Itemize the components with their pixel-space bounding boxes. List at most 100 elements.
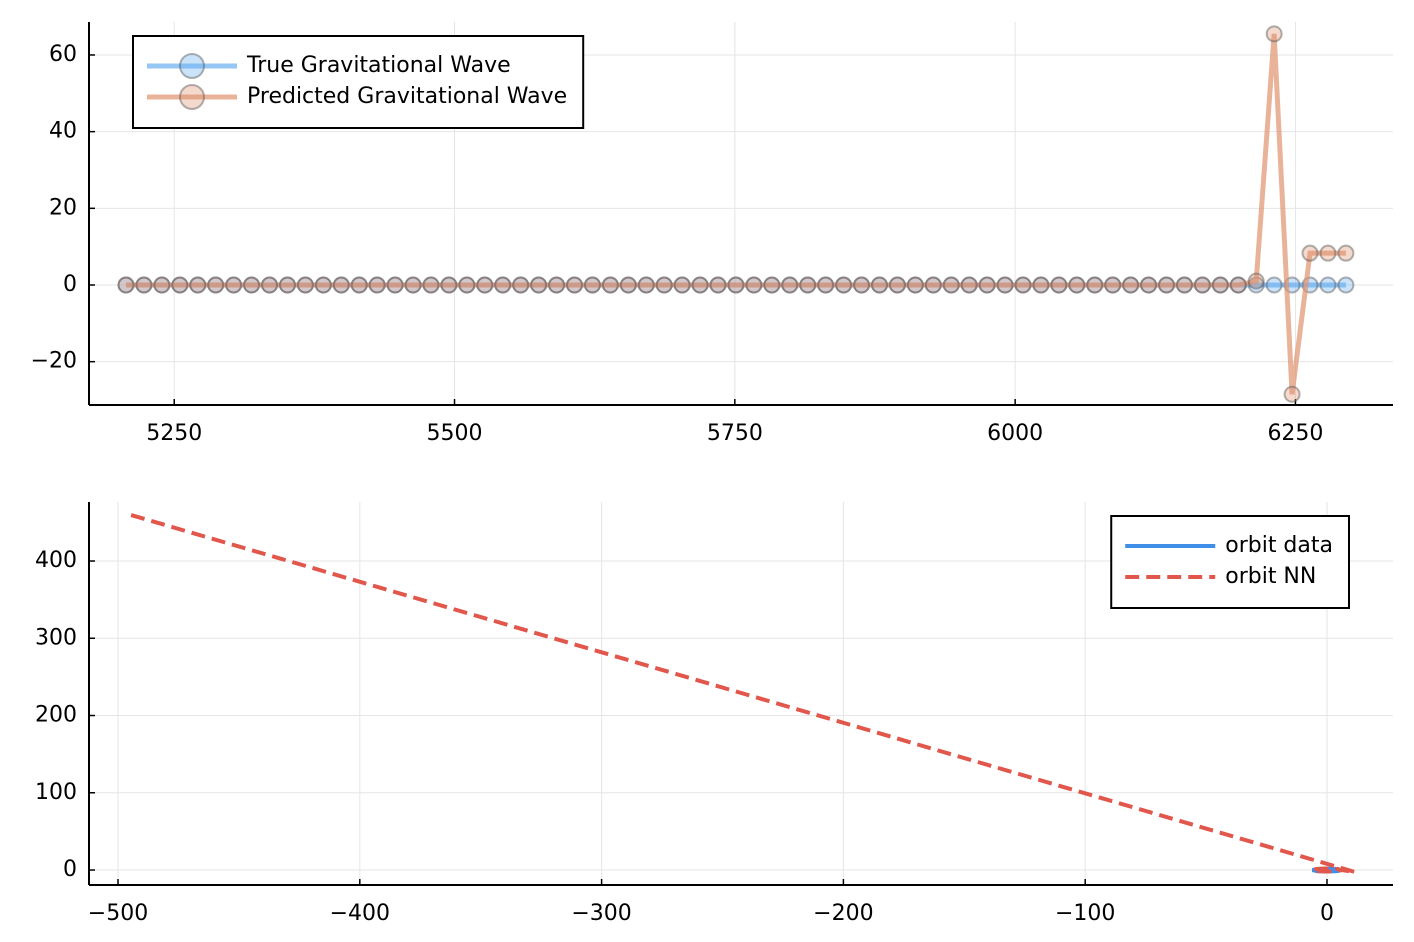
legend-label: orbit NN (1225, 564, 1316, 589)
legend-label: Predicted Gravitational Wave (247, 84, 567, 109)
data-point (799, 276, 817, 294)
data-point (996, 276, 1014, 294)
data-point (601, 276, 619, 294)
series-line (126, 33, 1346, 395)
data-point (1247, 272, 1265, 290)
data-point (1122, 276, 1140, 294)
data-point (422, 276, 440, 294)
data-point (332, 276, 350, 294)
x-tick-label: 5500 (427, 421, 483, 446)
data-point (978, 276, 996, 294)
data-point (1086, 276, 1104, 294)
data-point (243, 276, 261, 294)
data-point (1068, 276, 1086, 294)
data-point (817, 276, 835, 294)
legend: True Gravitational Wave Predicted Gravita… (132, 35, 585, 129)
x-tick-label: 6250 (1267, 421, 1323, 446)
data-point (691, 276, 709, 294)
data-point (368, 276, 386, 294)
y-tick-label: 200 (35, 703, 77, 728)
data-point (530, 276, 548, 294)
x-tick-label: −100 (1055, 901, 1115, 926)
data-point (512, 276, 530, 294)
y-tick-label: 400 (35, 548, 77, 573)
data-point (171, 276, 189, 294)
data-point (548, 276, 566, 294)
legend-label: True Gravitational Wave (246, 53, 511, 78)
data-point (1283, 385, 1301, 403)
data-point (296, 276, 314, 294)
data-point (386, 276, 404, 294)
data-point (350, 276, 368, 294)
data-point (565, 276, 583, 294)
data-point (1140, 276, 1158, 294)
x-tick-label: −300 (571, 901, 631, 926)
data-point (727, 276, 745, 294)
data-point (135, 276, 153, 294)
data-point (440, 276, 458, 294)
x-tick-label: −500 (88, 901, 148, 926)
legend-box (132, 35, 585, 129)
data-point (117, 276, 135, 294)
y-tick-label: 20 (49, 195, 77, 220)
data-point (924, 276, 942, 294)
data-point (745, 276, 763, 294)
data-point (888, 276, 906, 294)
data-point (906, 276, 924, 294)
data-point (942, 276, 960, 294)
data-point (655, 276, 673, 294)
data-point (583, 276, 601, 294)
data-point (1175, 276, 1193, 294)
data-point (781, 276, 799, 294)
data-point (476, 276, 494, 294)
data-point (1319, 244, 1337, 262)
x-tick-label: 5750 (707, 421, 763, 446)
data-point (619, 276, 637, 294)
data-point (960, 276, 978, 294)
x-tick-label: −400 (330, 901, 390, 926)
series-line (1311, 866, 1342, 874)
data-point (153, 276, 171, 294)
x-tick-label: −200 (813, 901, 873, 926)
data-point (1337, 276, 1355, 294)
y-tick-label: 40 (49, 119, 77, 144)
data-point (1301, 244, 1319, 262)
x-tick-label: 6000 (987, 421, 1043, 446)
x-tick-label: 5250 (146, 421, 202, 446)
data-point (835, 276, 853, 294)
data-point (458, 276, 476, 294)
legend-box (1110, 515, 1350, 609)
data-point (189, 276, 207, 294)
x-tick-label: 0 (1320, 901, 1334, 926)
data-point (494, 276, 512, 294)
data-point (314, 276, 332, 294)
y-tick-label: 60 (49, 42, 77, 67)
data-point (1229, 276, 1247, 294)
data-point (870, 276, 888, 294)
data-point (261, 276, 279, 294)
data-point (1050, 276, 1068, 294)
data-point (278, 276, 296, 294)
legend-label: orbit data (1225, 533, 1333, 558)
legend: orbit data orbit NN (1110, 515, 1350, 609)
data-point (225, 276, 243, 294)
data-point (763, 276, 781, 294)
data-point (673, 276, 691, 294)
data-point (1265, 25, 1283, 43)
legend-marker (179, 53, 205, 79)
data-point (404, 276, 422, 294)
data-point (1014, 276, 1032, 294)
data-point (1193, 276, 1211, 294)
data-point (207, 276, 225, 294)
data-point (1032, 276, 1050, 294)
data-point (1265, 276, 1283, 294)
y-tick-label: 0 (63, 857, 77, 882)
data-point (853, 276, 871, 294)
data-point (1211, 276, 1229, 294)
data-point (637, 276, 655, 294)
y-tick-label: 0 (63, 272, 77, 297)
data-point (709, 276, 727, 294)
data-point (1319, 276, 1337, 294)
data-point (1158, 276, 1176, 294)
